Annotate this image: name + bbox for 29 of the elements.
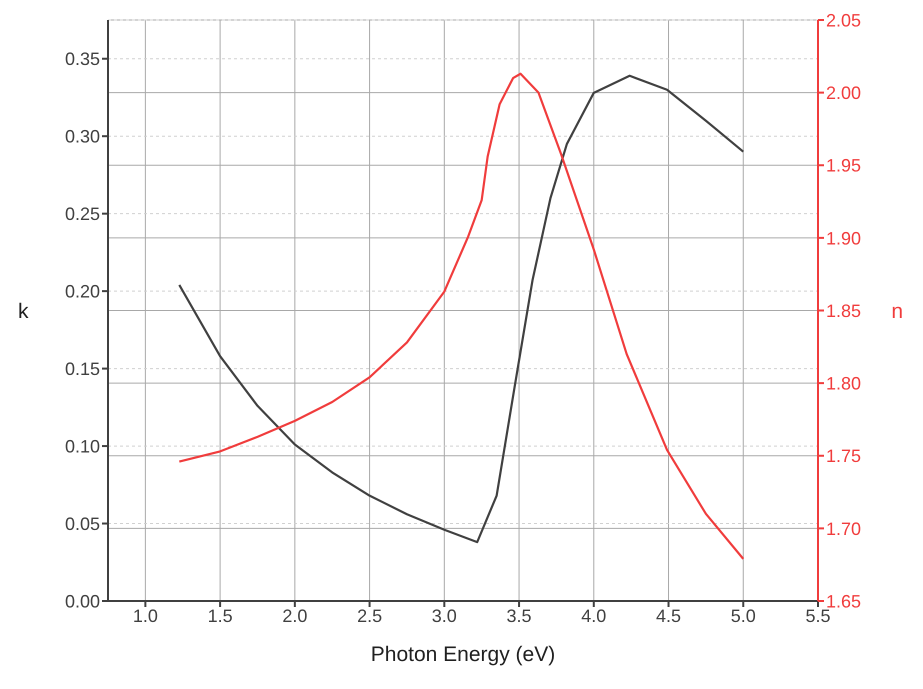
y2-tick-label: 1.90 — [826, 228, 862, 248]
y-axis-title: k — [18, 300, 29, 323]
y-tick-label: 0.20 — [64, 282, 100, 302]
x-tick-label: 4.0 — [581, 606, 606, 626]
x-tick-label: 3.5 — [506, 606, 532, 626]
y2-tick-label: 1.80 — [826, 374, 862, 394]
y-tick-label: 0.05 — [64, 514, 100, 534]
x-tick-label: 5.0 — [730, 606, 756, 626]
x-tick-label: 2.5 — [357, 606, 382, 626]
y-tick-label: 0.30 — [64, 126, 100, 147]
x-tick-label: 4.5 — [656, 606, 682, 626]
y2-tick-label: 1.70 — [826, 518, 862, 539]
y-tick-label: 0.15 — [64, 358, 100, 379]
x-tick-label: 1.5 — [208, 606, 233, 626]
y-tick-label: 0.25 — [64, 204, 100, 224]
y2-tick-label: 1.85 — [826, 300, 862, 321]
y2-tick-label: 2.00 — [826, 83, 862, 104]
y2-tick-label: 1.95 — [826, 156, 862, 176]
x-tick-label: 2.0 — [282, 606, 308, 626]
y-tick-label: 0.00 — [64, 591, 100, 612]
y2-tick-label: 1.75 — [826, 446, 862, 466]
y2-tick-label: 1.65 — [826, 591, 862, 612]
y-tick-label: 0.10 — [64, 436, 100, 456]
x-axis-title: Photon Energy (eV) — [370, 643, 556, 666]
y-tick-label: 0.35 — [64, 49, 100, 70]
x-tick-label: 3.0 — [432, 606, 457, 626]
x-tick-label: 1.0 — [132, 606, 158, 626]
y2-tick-label: 2.05 — [826, 10, 862, 30]
y2-axis-title: n — [891, 300, 903, 323]
